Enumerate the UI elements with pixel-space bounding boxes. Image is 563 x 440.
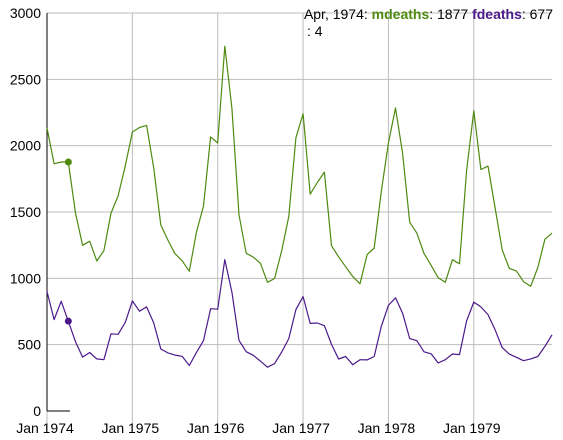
legend-mdeaths-label: mdeaths xyxy=(371,6,430,22)
y-tick-label: 2500 xyxy=(10,71,41,87)
y-tick-label: 1000 xyxy=(10,270,41,286)
series-lines xyxy=(46,45,553,368)
x-tick-label: Jan 1976 xyxy=(187,420,245,436)
legend-date: Apr, 1974 xyxy=(303,6,364,22)
x-tick-label: Jan 1975 xyxy=(102,420,160,436)
x-tick-label: Jan 1974 xyxy=(16,420,74,436)
legend-mdeaths-value: 1877 xyxy=(437,6,469,22)
legend-fdeaths-value: 677 xyxy=(529,6,553,22)
x-tick-label: Jan 1977 xyxy=(272,420,330,436)
x-tick-label: Jan 1978 xyxy=(358,420,416,436)
y-tick-label: 3000 xyxy=(10,5,41,21)
axes xyxy=(46,13,70,412)
y-tick-label: 2000 xyxy=(10,138,41,154)
legend-sep-3: : xyxy=(521,6,530,22)
highlight-points xyxy=(64,158,72,325)
series-line-mdeaths xyxy=(46,45,553,287)
grid-lines xyxy=(46,12,552,428)
highlight-point-mdeaths xyxy=(64,158,72,166)
y-tick-label: 0 xyxy=(33,403,41,419)
hover-legend: Apr, 1974: mdeaths: 1877 fdeaths: 677 : … xyxy=(283,6,553,40)
legend-sep-1: : xyxy=(363,6,372,22)
y-tick-label: 1500 xyxy=(10,204,41,220)
y-axis-tick-labels: 0 500 1000 1500 2000 2500 3000 xyxy=(10,5,41,419)
x-axis-tick-labels: Jan 1974 Jan 1975 Jan 1976 Jan 1977 Jan 1978… xyxy=(16,420,501,436)
x-tick-label: Jan 1979 xyxy=(443,420,501,436)
series-line-fdeaths xyxy=(46,259,553,368)
legend-fdeaths-label: fdeaths xyxy=(472,6,522,22)
highlight-point-fdeaths xyxy=(64,317,72,325)
y-tick-label: 500 xyxy=(18,337,42,353)
legend-sep-2: : xyxy=(429,6,438,22)
legend-extra: : 4 xyxy=(307,23,323,39)
